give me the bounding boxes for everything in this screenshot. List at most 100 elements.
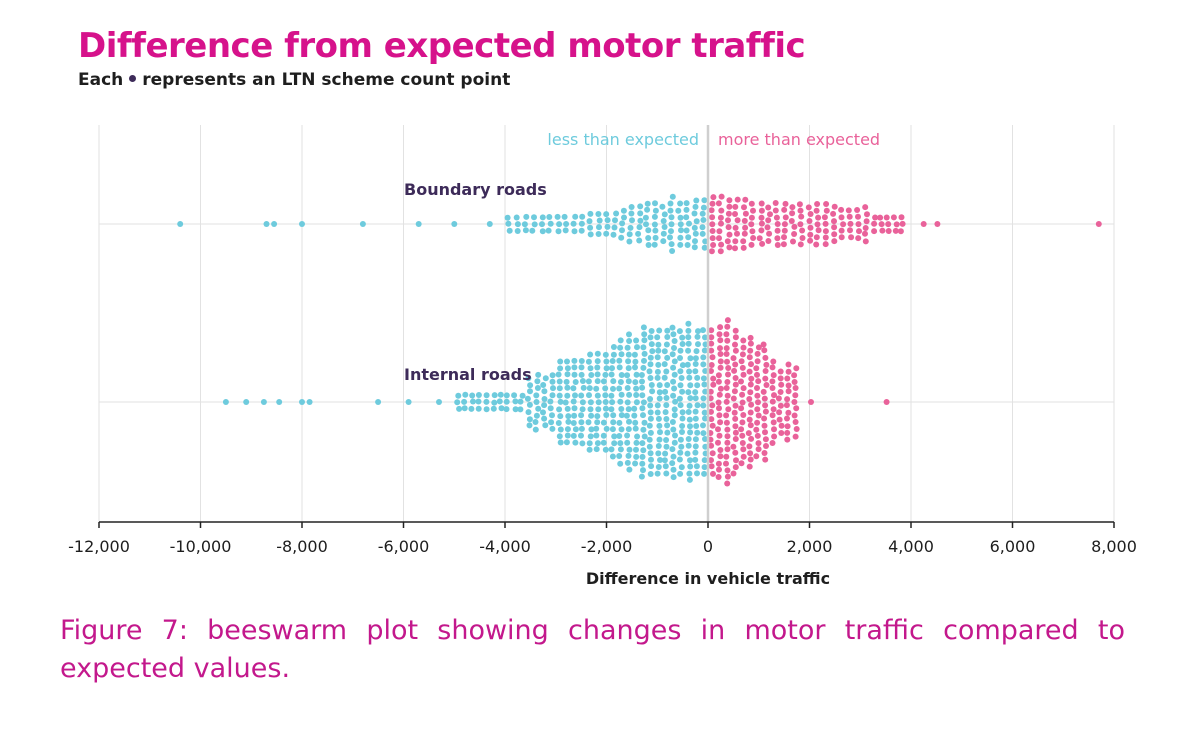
- dot-s1-395: [695, 328, 701, 335]
- label-less-than-expected: less than expected: [547, 130, 699, 149]
- dot-s1-632: [785, 388, 792, 395]
- dot-s1-640: [793, 365, 800, 372]
- dot-s0-47: [621, 214, 627, 221]
- dot-s1-445: [708, 368, 714, 374]
- dot-s1-51: [541, 402, 548, 409]
- dot-s1-624: [776, 409, 783, 416]
- dot-s1-198: [626, 338, 633, 344]
- dot-s0-222: [813, 234, 820, 241]
- dot-s0-175: [758, 227, 765, 234]
- dot-s0-101: [683, 214, 690, 221]
- dot-s0-67: [645, 227, 652, 234]
- dot-s0-173: [758, 214, 765, 221]
- dot-s0-275: [271, 221, 278, 227]
- dot-s0-18: [554, 213, 561, 220]
- dot-s1-362: [679, 415, 686, 422]
- dot-s1-232: [634, 433, 641, 440]
- dot-s1-282: [656, 327, 663, 334]
- dot-s1-8: [468, 405, 475, 412]
- dot-s0-72: [651, 213, 658, 220]
- dot-s1-347: [670, 466, 677, 473]
- dot-s1-113: [578, 425, 585, 432]
- dot-s1-288: [654, 368, 661, 375]
- dot-s1-348: [670, 474, 677, 481]
- dot-s1-260: [648, 328, 655, 334]
- dot-s1-54: [542, 422, 549, 429]
- subtitle-suffix: represents an LTN scheme count point: [142, 70, 511, 90]
- dot-s0-143: [725, 217, 731, 224]
- dot-s1-154: [602, 405, 609, 412]
- dot-s1-43: [535, 405, 542, 412]
- dot-s1-460: [710, 470, 716, 477]
- dot-s0-36: [596, 224, 602, 231]
- dot-s0-103: [683, 227, 690, 234]
- dot-s0-205: [797, 207, 804, 214]
- dot-s1-590: [763, 361, 770, 368]
- dot-s1-139: [595, 406, 602, 413]
- dot-s1-34: [526, 401, 533, 408]
- dot-s1-411: [692, 436, 699, 443]
- dot-s1-321: [663, 443, 670, 450]
- dot-s1-185: [616, 385, 623, 392]
- dot-s1-429: [701, 409, 708, 416]
- dot-s1-605: [770, 358, 777, 365]
- dot-s1-114: [578, 432, 584, 439]
- dot-s1-4: [461, 398, 468, 405]
- dot-s1-366: [678, 443, 685, 450]
- dot-s1-201: [625, 358, 632, 365]
- dot-s1-235: [633, 453, 640, 460]
- dot-s0-214: [807, 224, 814, 231]
- dot-s1-477: [716, 432, 723, 439]
- dot-s1-99: [570, 420, 577, 426]
- dot-s1-304: [664, 327, 671, 334]
- dot-s0-49: [619, 227, 625, 234]
- dot-s0-182: [766, 230, 773, 237]
- dot-s1-322: [662, 450, 669, 457]
- dot-s1-245: [639, 378, 645, 385]
- dot-s1-658: [405, 399, 412, 405]
- dot-s0-89: [667, 234, 673, 241]
- dot-s1-492: [725, 371, 731, 378]
- dot-s0-75: [652, 234, 659, 241]
- dot-s1-324: [662, 463, 669, 470]
- dot-s0-221: [815, 227, 822, 234]
- dot-s1-334: [670, 378, 677, 385]
- dot-s1-575: [755, 378, 762, 385]
- dot-s0-198: [789, 204, 796, 211]
- dot-s0-142: [725, 210, 732, 217]
- dot-s1-7: [470, 398, 476, 405]
- dot-s1-409: [693, 423, 700, 429]
- dot-s1-425: [701, 381, 708, 388]
- dot-s1-152: [602, 392, 609, 399]
- dot-s0-68: [645, 235, 652, 241]
- dot-s0-220: [814, 221, 821, 228]
- dot-s1-626: [778, 422, 785, 429]
- dot-s1-574: [754, 371, 760, 378]
- dot-s1-514: [732, 361, 739, 368]
- dot-s0-31: [586, 218, 593, 225]
- dot-s0-171: [758, 200, 765, 207]
- dot-s1-166: [610, 378, 617, 385]
- dot-s1-312: [664, 382, 671, 388]
- dot-s0-164: [748, 200, 755, 207]
- dot-s1-553: [746, 354, 753, 361]
- dot-s1-547: [740, 446, 747, 453]
- dot-s0-84: [667, 200, 674, 207]
- dot-s0-192: [781, 206, 788, 213]
- dot-s0-137: [716, 235, 722, 242]
- dot-s1-642: [791, 379, 798, 385]
- dot-s0-129: [710, 242, 717, 248]
- dot-s0-66: [643, 221, 649, 228]
- dot-s1-162: [610, 351, 617, 358]
- dot-s0-14: [539, 228, 546, 235]
- dot-s1-396: [694, 333, 701, 340]
- dot-s0-57: [637, 203, 644, 210]
- dot-s1-618: [777, 368, 784, 375]
- dot-s0-155: [732, 245, 738, 252]
- dot-s1-451: [708, 408, 714, 415]
- dot-s1-92: [571, 371, 578, 378]
- dot-s1-639: [784, 436, 791, 443]
- dot-s1-431: [700, 422, 706, 429]
- dot-s0-90: [668, 241, 675, 248]
- subtitle-dot-icon: [129, 75, 137, 82]
